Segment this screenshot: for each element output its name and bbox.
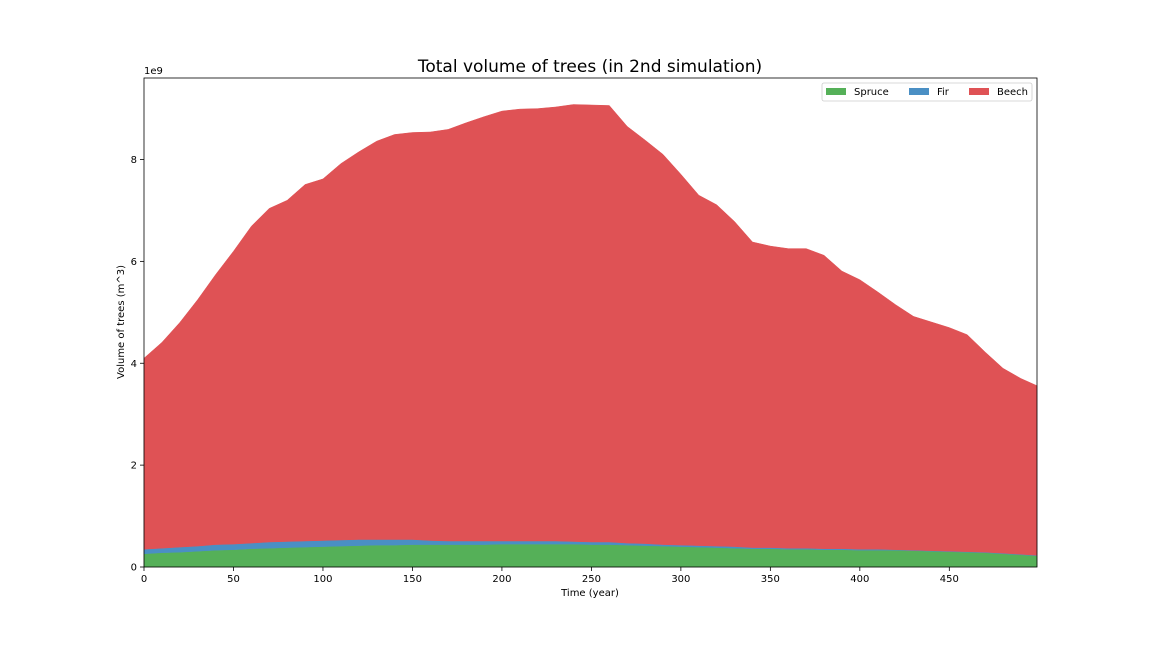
y-tick-label: 2 xyxy=(131,461,137,472)
y-offset-label: 1e9 xyxy=(144,66,163,77)
chart-title: Total volume of trees (in 2nd simulation… xyxy=(417,57,762,77)
x-tick-label: 50 xyxy=(227,574,240,585)
y-tick-label: 0 xyxy=(131,563,137,574)
legend-swatch-beech xyxy=(969,88,989,95)
y-tick-label: 4 xyxy=(131,359,137,370)
legend-label-beech: Beech xyxy=(997,87,1028,98)
x-axis-label: Time (year) xyxy=(560,588,619,599)
legend-swatch-spruce xyxy=(826,88,846,95)
x-tick-label: 300 xyxy=(671,574,690,585)
x-tick-label: 100 xyxy=(313,574,332,585)
legend: Spruce Fir Beech xyxy=(821,82,1033,102)
ticks-layer: 0 50 100 150 200 250 300 350 400 450 0 2 4 6 8 xyxy=(131,155,959,585)
legend-label-spruce: Spruce xyxy=(854,87,889,98)
areas-layer xyxy=(143,104,1038,568)
x-tick-label: 400 xyxy=(850,574,869,585)
y-tick-label: 8 xyxy=(131,155,137,166)
plot-frame xyxy=(143,77,1038,568)
x-tick-label: 0 xyxy=(141,574,147,585)
y-tick-label: 6 xyxy=(131,257,137,268)
x-tick-label: 450 xyxy=(940,574,959,585)
x-tick-label: 200 xyxy=(492,574,511,585)
area-beech xyxy=(143,104,1038,556)
legend-swatch-fir xyxy=(909,88,929,95)
y-axis-label: Volume of trees (m^3) xyxy=(116,265,127,379)
x-tick-label: 250 xyxy=(582,574,601,585)
x-tick-label: 150 xyxy=(403,574,422,585)
legend-label-fir: Fir xyxy=(937,87,950,98)
x-tick-label: 350 xyxy=(761,574,780,585)
